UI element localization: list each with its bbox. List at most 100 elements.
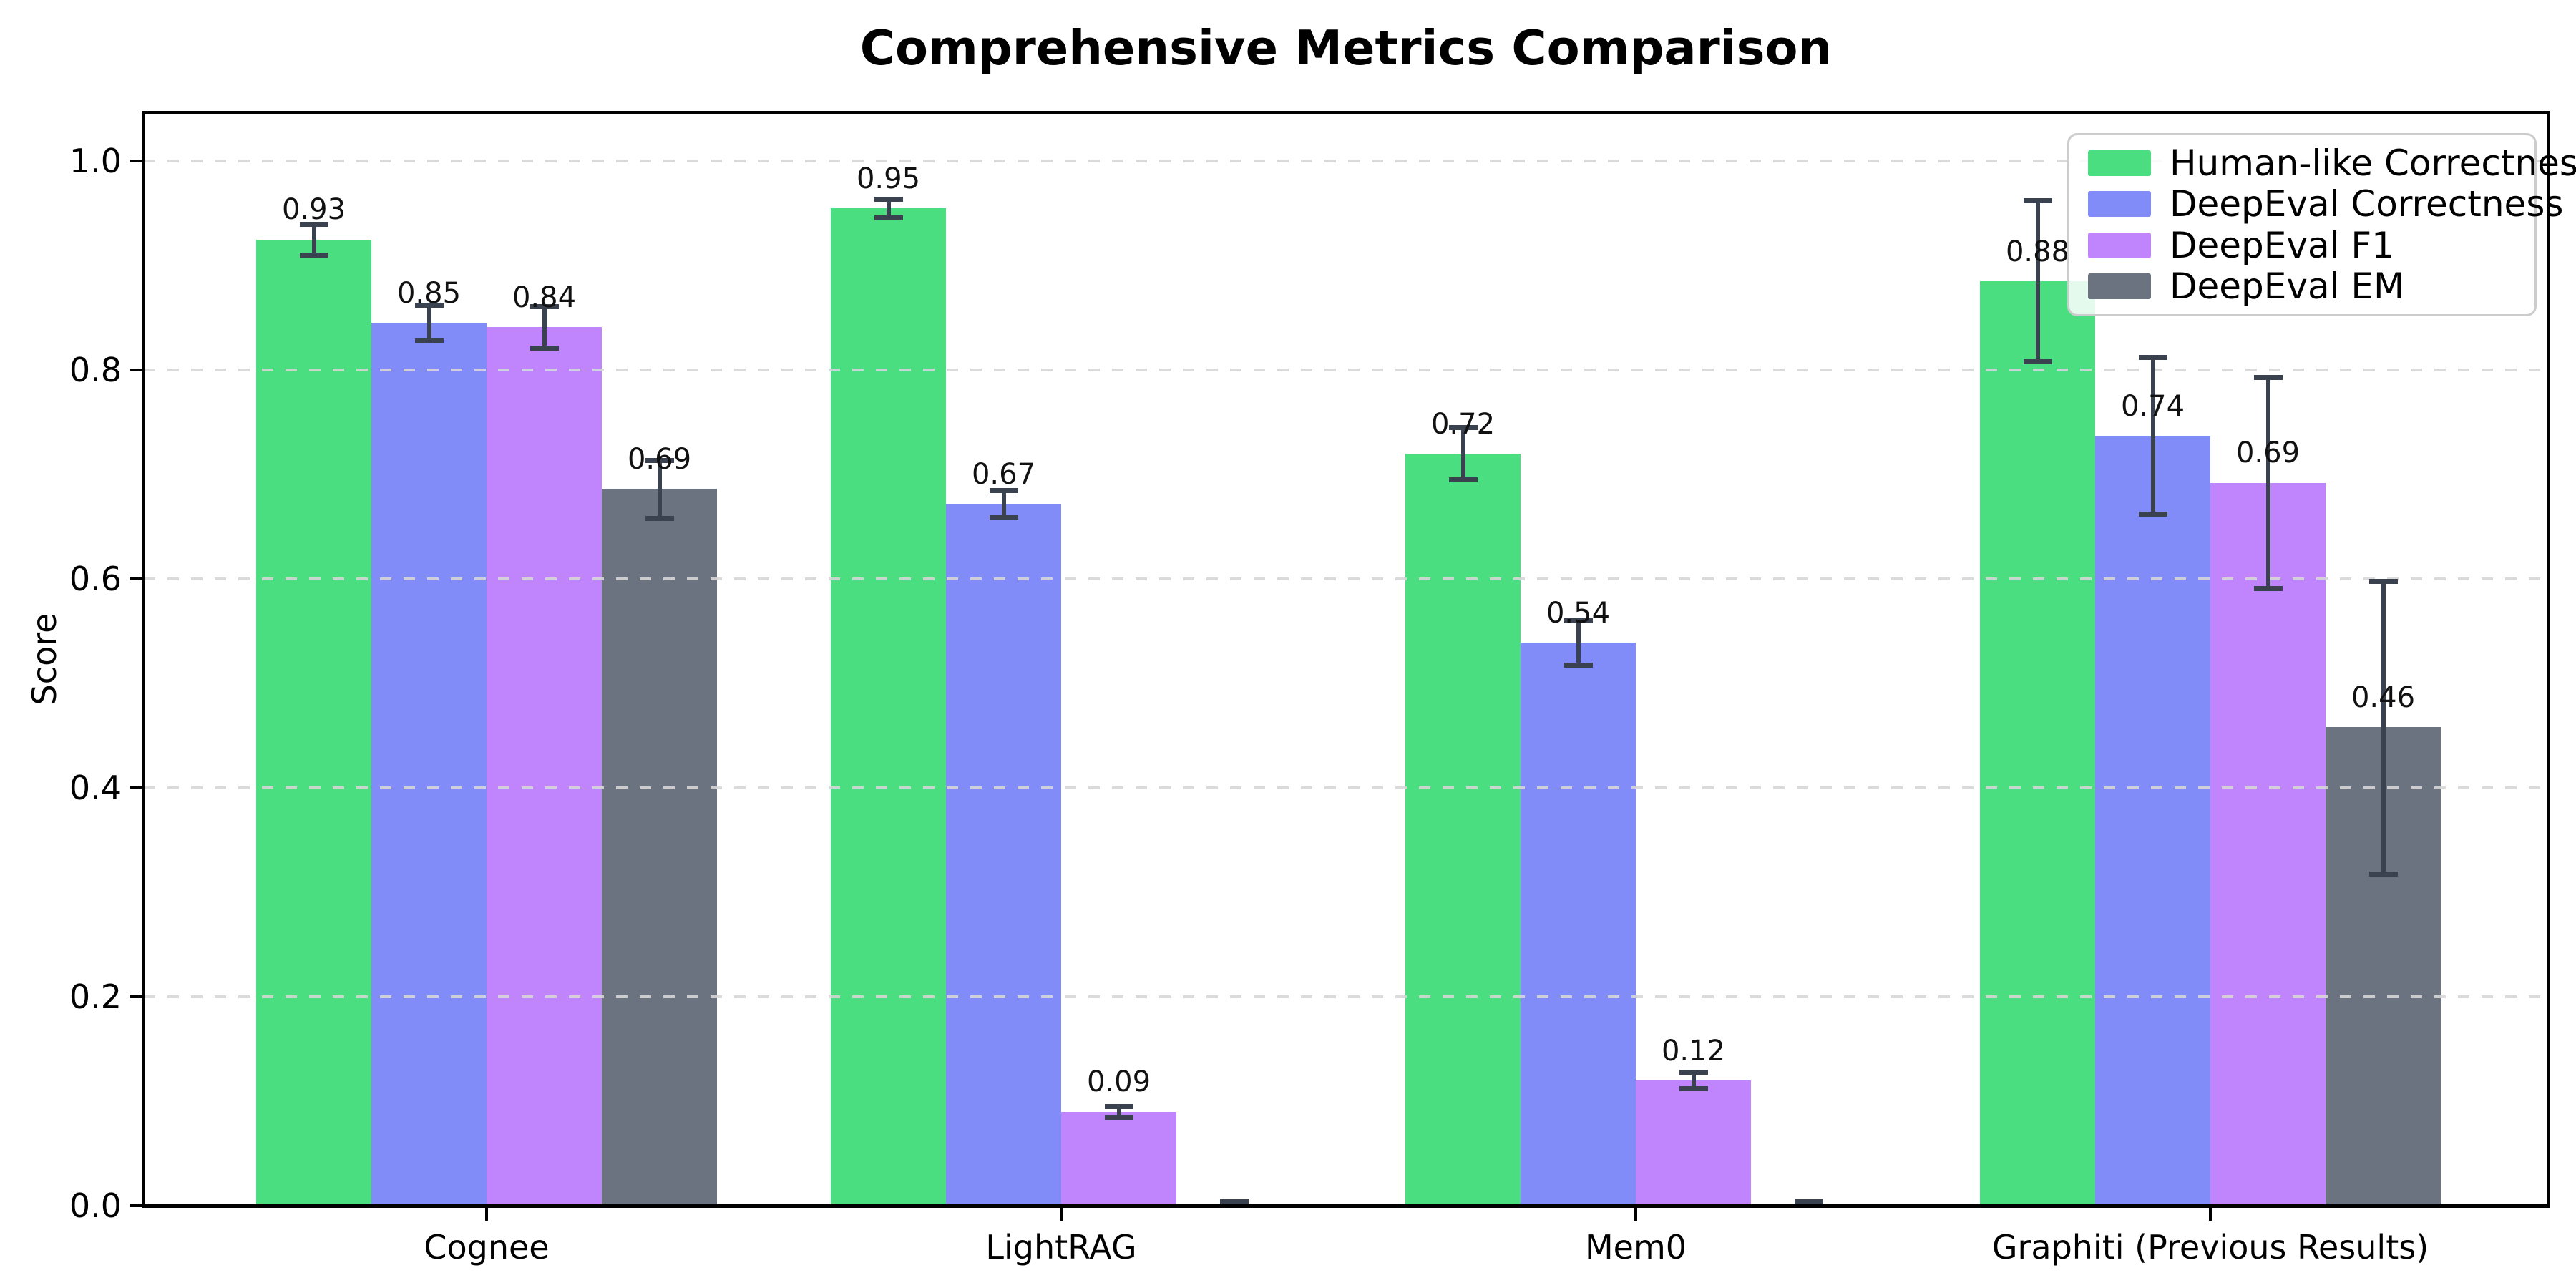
errorbar-cap-top-deepeval-correctness-lightrag	[989, 487, 1018, 493]
errorbar-cap-bottom-deepeval-f1-cognee	[530, 346, 559, 351]
errorbar-cap-top-deepeval-correctness-cognee	[414, 303, 444, 308]
y-tick-1.0	[130, 160, 142, 162]
bar-deepeval-f1-lightrag	[1061, 1111, 1176, 1206]
x-tick-label-graphiti-previous-results: Graphiti (Previous Results)	[1991, 1228, 2429, 1267]
x-tick-label-cognee: Cognee	[424, 1228, 550, 1267]
legend-item-deepeval-em: DeepEval EM	[2088, 265, 2534, 308]
errorbar-human-like-correctness-mem0	[1460, 427, 1465, 480]
errorbar-cap-top-deepeval-em-mem0	[1794, 1199, 1823, 1205]
errorbar-cap-top-human-like-correctness-cognee	[299, 221, 328, 227]
value-label-deepeval-f1-mem0: 0.12	[1661, 1034, 1726, 1068]
y-tick-0.0	[130, 1204, 142, 1207]
errorbar-cap-top-deepeval-f1-cognee	[530, 303, 559, 309]
value-label-deepeval-em-cognee: 0.69	[627, 443, 692, 477]
legend-swatch-deepeval-em	[2088, 273, 2151, 300]
y-tick-label-0.0: 0.0	[69, 1186, 122, 1225]
y-tick-0.2	[130, 995, 142, 998]
errorbar-cap-bottom-human-like-correctness-mem0	[1448, 477, 1478, 483]
value-label-human-like-correctness-graphiti-previous-results: 0.88	[2005, 235, 2070, 268]
value-label-deepeval-correctness-lightrag: 0.67	[971, 457, 1036, 491]
legend-label-deepeval-em: DeepEval EM	[2170, 265, 2405, 308]
errorbar-cap-bottom-deepeval-correctness-graphiti-previous-results	[2138, 512, 2167, 517]
legend-item-deepeval-correctness: DeepEval Correctness	[2088, 183, 2563, 225]
legend-swatch-deepeval-f1	[2088, 232, 2151, 258]
top-spine	[142, 111, 2550, 114]
errorbar-cap-top-human-like-correctness-lightrag	[874, 196, 903, 202]
errorbar-cap-bottom-deepeval-em-graphiti-previous-results	[2368, 871, 2398, 877]
left-spine	[142, 111, 145, 1208]
errorbar-human-like-correctness-lightrag	[886, 198, 891, 218]
legend-item-deepeval-f1: DeepEval F1	[2088, 224, 2534, 266]
chart-title: Comprehensive Metrics Comparison	[859, 20, 1833, 76]
errorbar-cap-top-deepeval-correctness-graphiti-previous-results	[2138, 355, 2167, 361]
errorbar-deepeval-correctness-cognee	[426, 305, 431, 341]
value-label-deepeval-f1-graphiti-previous-results: 0.69	[2235, 436, 2301, 470]
errorbar-deepeval-correctness-mem0	[1576, 620, 1581, 665]
errorbar-cap-bottom-human-like-correctness-cognee	[299, 253, 328, 258]
errorbar-cap-bottom-deepeval-em-cognee	[645, 516, 674, 522]
y-tick-label-0.4: 0.4	[69, 769, 122, 807]
errorbar-cap-bottom-deepeval-correctness-mem0	[1563, 662, 1593, 668]
legend-swatch-deepeval-correctness	[2088, 191, 2151, 218]
errorbar-human-like-correctness-cognee	[311, 223, 316, 255]
x-tick-lightrag	[1060, 1208, 1063, 1221]
gridline-0.6	[144, 577, 2547, 580]
bar-deepeval-correctness-graphiti-previous-results	[2095, 435, 2210, 1206]
y-tick-0.8	[130, 369, 142, 371]
errorbar-deepeval-correctness-lightrag	[1001, 489, 1006, 517]
errorbar-cap-top-deepeval-f1-graphiti-previous-results	[2253, 375, 2283, 381]
errorbar-cap-top-deepeval-em-graphiti-previous-results	[2368, 578, 2398, 584]
errorbar-deepeval-em-graphiti-previous-results	[2381, 580, 2386, 874]
legend-label-human-like-correctness: Human-like Correctness	[2170, 142, 2576, 184]
bar-deepeval-correctness-lightrag	[946, 503, 1061, 1206]
errorbar-deepeval-f1-lightrag	[1116, 1106, 1121, 1117]
errorbar-cap-top-deepeval-correctness-mem0	[1563, 618, 1593, 624]
value-label-deepeval-correctness-cognee: 0.85	[396, 277, 462, 311]
legend-label-deepeval-f1: DeepEval F1	[2170, 224, 2394, 266]
value-label-human-like-correctness-lightrag: 0.95	[856, 162, 921, 195]
gridline-1.0	[144, 160, 2547, 162]
value-label-deepeval-f1-cognee: 0.84	[512, 280, 577, 314]
bar-human-like-correctness-mem0	[1405, 453, 1521, 1206]
value-label-deepeval-correctness-graphiti-previous-results: 0.74	[2120, 389, 2185, 423]
y-tick-0.4	[130, 786, 142, 789]
value-label-human-like-correctness-mem0: 0.72	[1430, 407, 1496, 441]
errorbar-cap-bottom-deepeval-f1-graphiti-previous-results	[2253, 586, 2283, 592]
right-spine	[2547, 111, 2550, 1208]
bar-human-like-correctness-graphiti-previous-results	[1980, 280, 2095, 1206]
y-axis-label: Score	[25, 613, 64, 706]
x-tick-graphiti-previous-results	[2209, 1208, 2212, 1221]
errorbar-cap-top-deepeval-em-cognee	[645, 457, 674, 463]
errorbar-human-like-correctness-graphiti-previous-results	[2035, 200, 2040, 362]
errorbar-deepeval-f1-cognee	[542, 306, 547, 348]
errorbar-cap-top-deepeval-em-lightrag	[1219, 1199, 1249, 1205]
legend-item-human-like-correctness: Human-like Correctness	[2088, 142, 2576, 184]
errorbar-cap-bottom-human-like-correctness-graphiti-previous-results	[2023, 359, 2052, 365]
x-tick-label-lightrag: LightRAG	[985, 1228, 1137, 1267]
errorbar-cap-bottom-deepeval-correctness-lightrag	[989, 514, 1018, 520]
errorbar-cap-bottom-human-like-correctness-lightrag	[874, 215, 903, 220]
gridline-0.2	[144, 995, 2547, 998]
y-tick-label-1.0: 1.0	[69, 142, 122, 180]
bar-deepeval-f1-cognee	[487, 327, 602, 1206]
x-tick-label-mem0: Mem0	[1584, 1228, 1687, 1267]
errorbar-deepeval-correctness-graphiti-previous-results	[2150, 357, 2155, 514]
gridline-0.4	[144, 786, 2547, 789]
y-tick-label-0.8: 0.8	[69, 351, 122, 389]
bar-deepeval-f1-mem0	[1636, 1080, 1751, 1206]
bar-deepeval-correctness-mem0	[1521, 643, 1636, 1206]
errorbar-deepeval-f1-mem0	[1691, 1072, 1696, 1089]
errorbar-deepeval-em-cognee	[657, 459, 662, 519]
legend-swatch-human-like-correctness	[2088, 150, 2151, 176]
bar-deepeval-em-cognee	[602, 489, 717, 1206]
errorbar-cap-top-deepeval-f1-mem0	[1679, 1070, 1708, 1075]
y-tick-0.6	[130, 577, 142, 580]
x-tick-cognee	[485, 1208, 488, 1221]
legend-label-deepeval-correctness: DeepEval Correctness	[2170, 183, 2564, 225]
y-tick-label-0.2: 0.2	[69, 977, 122, 1016]
bar-deepeval-f1-graphiti-previous-results	[2210, 482, 2326, 1206]
legend: Human-like Correctness DeepEval Correctne…	[2067, 133, 2576, 316]
errorbar-cap-top-deepeval-f1-lightrag	[1104, 1104, 1133, 1110]
